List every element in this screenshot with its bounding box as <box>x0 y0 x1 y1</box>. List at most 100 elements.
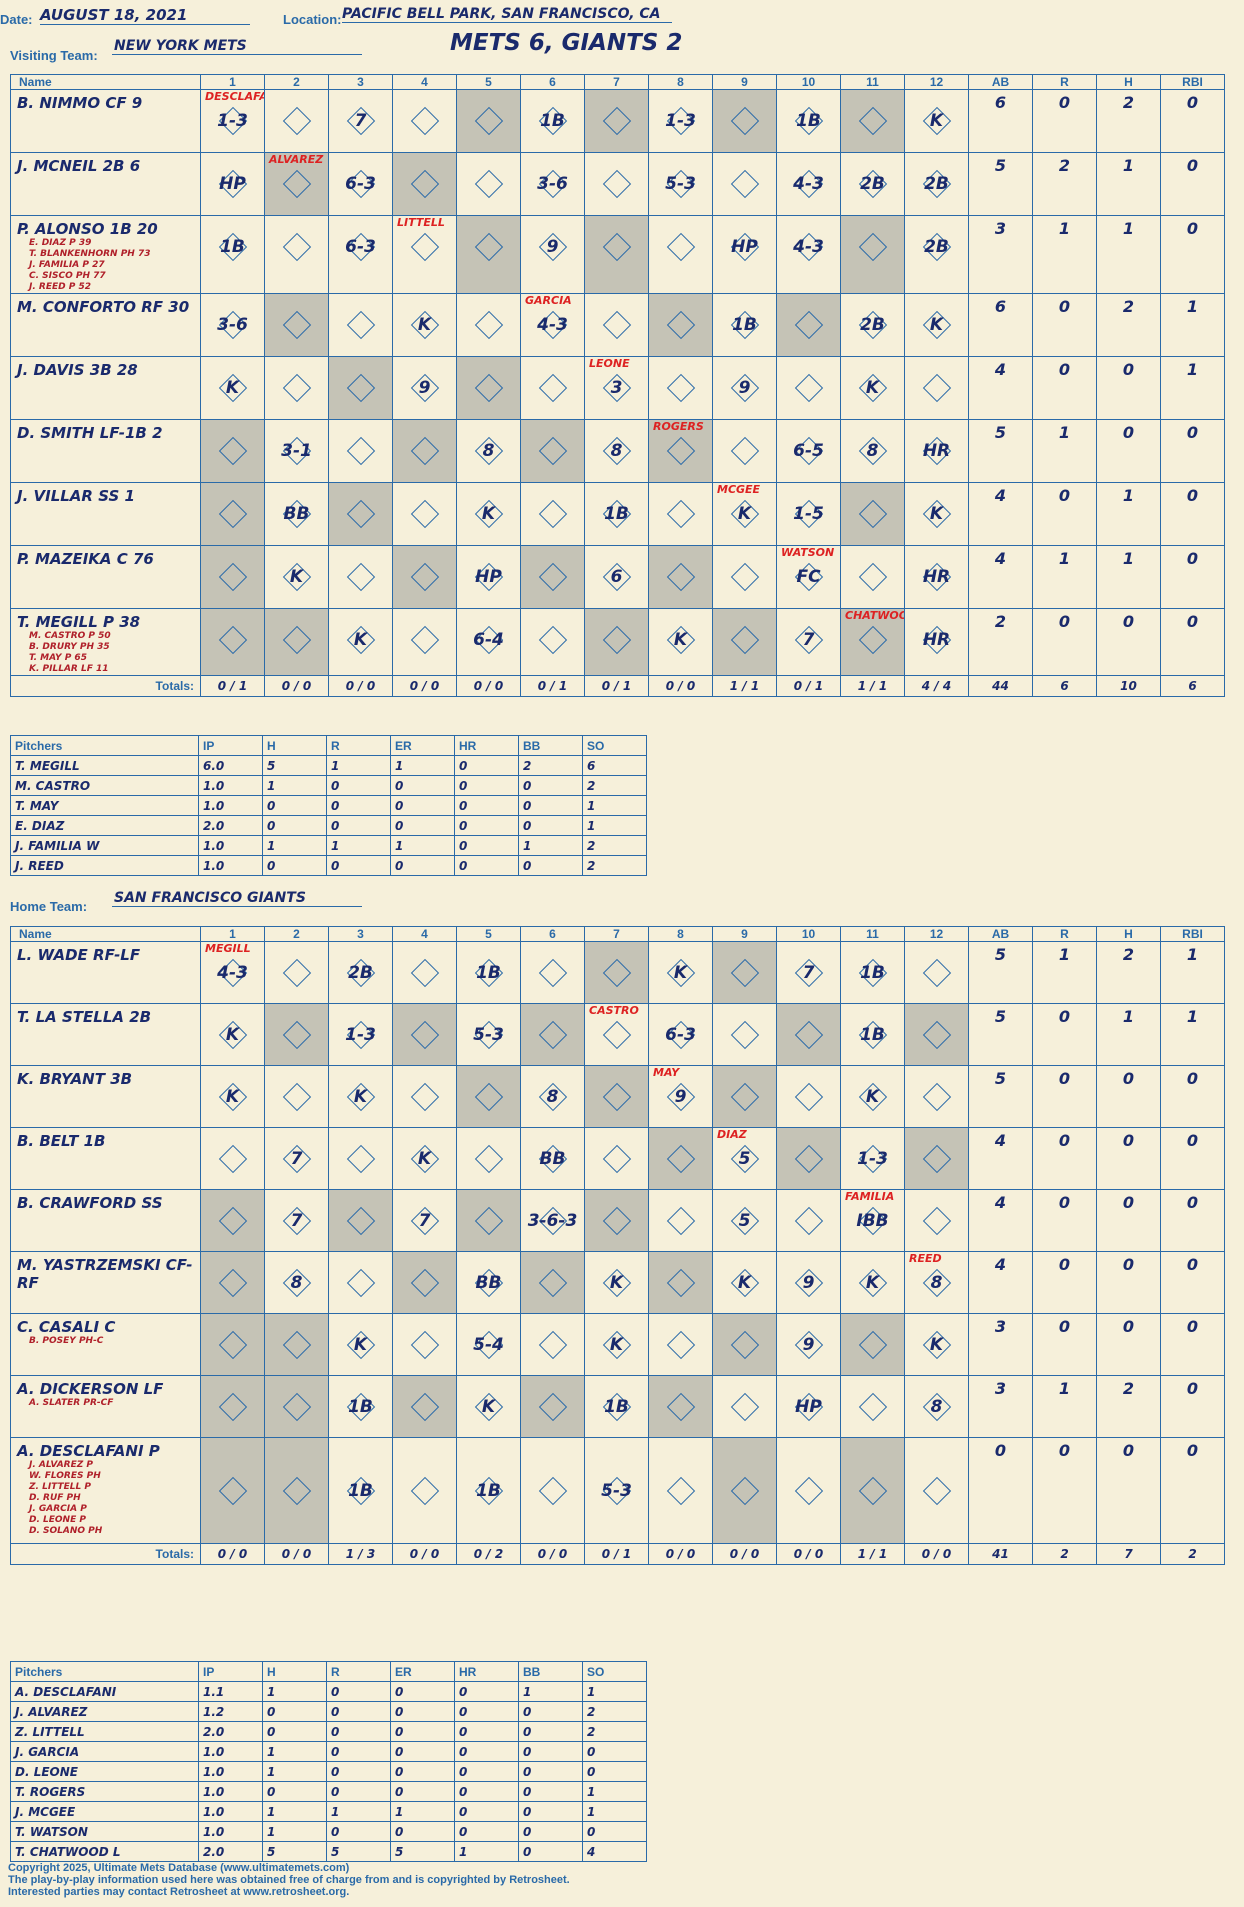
pitcher-stat: 1 <box>262 1821 327 1842</box>
batter-stat-h: 2 <box>1096 1375 1161 1438</box>
diamond-icon <box>346 1206 375 1235</box>
diamond-icon <box>730 562 759 592</box>
pitcher-stat: 5 <box>326 1841 391 1862</box>
batter-stat-ab: 4 <box>968 1251 1033 1314</box>
at-bat-cell <box>776 356 841 420</box>
play-result: 8 <box>546 1086 559 1107</box>
batter-stat-h: 1 <box>1096 215 1161 294</box>
at-bat-cell: HP <box>712 215 777 294</box>
batter-stat-r: 0 <box>1032 293 1097 357</box>
at-bat-cell: 1B <box>776 89 841 153</box>
diamond-icon <box>282 169 311 199</box>
pitcher-change-note: LEONE <box>589 357 630 370</box>
substitute-name: T. BLANKENHORN PH 73 <box>29 249 151 259</box>
header-row: Name 1 2 3 4 5 6 7 8 9 10 11 12 AB R H RBI <box>10 926 1225 942</box>
batter-name-cell: T. LA STELLA 2B <box>10 1003 201 1066</box>
at-bat-cell <box>392 482 457 546</box>
diamond-icon <box>282 310 311 340</box>
diamond-icon <box>282 1476 311 1505</box>
at-bat-cell: HP <box>456 545 521 609</box>
inning-total: 0 / 1 <box>584 1543 649 1565</box>
pitcher-stat: 1 <box>454 1841 519 1862</box>
batter-stat-ab: 5 <box>968 152 1033 216</box>
batter-name: T. LA STELLA 2B <box>17 1008 152 1026</box>
stat-header-h: H <box>1096 74 1161 90</box>
inning-header-10: 10 <box>776 926 841 942</box>
diamond-icon <box>922 1020 951 1049</box>
batter-row: K. BRYANT 3B K K 8 9 MAY K 5 0 0 0 <box>10 1065 1225 1128</box>
at-bat-cell: 8 <box>840 419 905 483</box>
at-bat-cell <box>392 1251 457 1314</box>
inning-total: 0 / 0 <box>392 1543 457 1565</box>
at-bat-cell <box>200 1437 265 1544</box>
at-bat-cell: K <box>456 482 521 546</box>
at-bat-cell <box>392 152 457 216</box>
at-bat-cell <box>456 1189 521 1252</box>
at-bat-cell <box>584 1189 649 1252</box>
pitcher-stat: M. CASTRO <box>10 775 199 796</box>
at-bat-cell <box>648 293 713 357</box>
play-result: 1B <box>540 111 565 131</box>
batter-stat-r: 1 <box>1032 419 1097 483</box>
at-bat-cell <box>456 1127 521 1190</box>
play-result: 5-4 <box>473 1334 504 1355</box>
diamond-icon <box>602 1206 631 1235</box>
batter-name: B. BELT 1B <box>17 1132 106 1150</box>
location-label: Location: <box>283 12 342 27</box>
total-stat: 2 <box>1032 1543 1097 1565</box>
play-result: HR <box>922 630 951 650</box>
diamond-icon <box>730 1330 759 1359</box>
play-result: 1B <box>604 1396 629 1417</box>
diamond-icon <box>346 373 375 403</box>
pitcher-stat: 0 <box>454 1681 519 1702</box>
at-bat-cell <box>648 1189 713 1252</box>
pitcher-stat: 1 <box>262 1801 327 1822</box>
inning-header-9: 9 <box>712 926 777 942</box>
batter-stat-ab: 4 <box>968 356 1033 420</box>
pitcher-stat: J. ALVAREZ <box>10 1701 199 1722</box>
stat-header-rbi: RBI <box>1160 74 1225 90</box>
at-bat-cell <box>200 419 265 483</box>
diamond-icon <box>602 232 631 262</box>
diamond-icon <box>602 106 631 136</box>
at-bat-cell: K <box>584 1313 649 1376</box>
diamond-icon <box>410 1330 439 1359</box>
at-bat-cell: K <box>712 1251 777 1314</box>
inning-header-5: 5 <box>456 926 521 942</box>
at-bat-cell <box>584 89 649 153</box>
at-bat-cell <box>648 545 713 609</box>
stat-header-rbi: RBI <box>1160 926 1225 942</box>
at-bat-cell: K <box>840 356 905 420</box>
pitching-header-cell: Pitchers <box>10 1661 199 1682</box>
pitcher-stat: 1 <box>262 1681 327 1702</box>
pitcher-stat: 0 <box>326 1701 391 1722</box>
diamond-icon <box>666 499 695 529</box>
pitcher-stat: E. DIAZ <box>10 815 199 836</box>
diamond-icon <box>666 1476 695 1505</box>
at-bat-cell <box>712 1313 777 1376</box>
at-bat-cell <box>712 152 777 216</box>
substitutes-list: M. CASTRO P 50 B. DRURY PH 35 T. MAY P 65 K… <box>11 631 200 675</box>
inning-header-6: 6 <box>520 926 585 942</box>
batter-stat-h: 0 <box>1096 608 1161 676</box>
diamond-icon <box>282 232 311 262</box>
pitcher-stat: 0 <box>518 1721 583 1742</box>
home-team-name: SAN FRANCISCO GIANTS <box>112 890 362 907</box>
play-result: K <box>417 1148 432 1169</box>
inning-header-10: 10 <box>776 74 841 90</box>
at-bat-cell <box>392 941 457 1004</box>
total-stat: 6 <box>1160 675 1225 697</box>
play-result: 8 <box>482 441 495 461</box>
pitcher-change-note: DESCLAFANI <box>205 90 264 103</box>
at-bat-cell <box>584 941 649 1004</box>
substitutes-list: J. ALVAREZ P W. FLORES PH Z. LITTELL P D. R… <box>11 1460 200 1537</box>
inning-total: 0 / 1 <box>200 675 265 697</box>
at-bat-cell <box>648 1127 713 1190</box>
at-bat-cell <box>712 1065 777 1128</box>
at-bat-cell: 6-3 <box>648 1003 713 1066</box>
diamond-icon <box>730 106 759 136</box>
at-bat-cell <box>648 1437 713 1544</box>
batter-stat-ab: 4 <box>968 545 1033 609</box>
at-bat-cell: HP <box>776 1375 841 1438</box>
